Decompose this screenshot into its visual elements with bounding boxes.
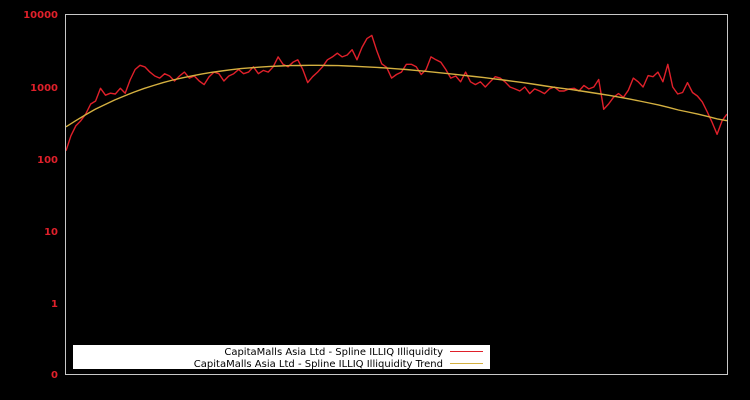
legend-label-series: CapitaMalls Asia Ltd - Spline ILLIQ Illi… [224, 347, 443, 358]
y-tick-label: 10 [44, 227, 58, 238]
plot-frame [65, 14, 728, 375]
plot-lines [65, 34, 728, 152]
y-tick-label: 0 [51, 370, 58, 381]
y-tick-label: 1000 [30, 83, 58, 94]
legend-box [73, 345, 490, 369]
y-tick-label: 1 [51, 299, 58, 310]
legend-label-trend: CapitaMalls Asia Ltd - Spline ILLIQ Illi… [194, 359, 443, 370]
y-tick-label: 100 [37, 155, 58, 166]
legend: CapitaMalls Asia Ltd - Spline ILLIQ Illi… [73, 345, 490, 370]
illiquidity-trend-line [65, 64, 728, 128]
y-tick-label: 10000 [23, 10, 58, 21]
